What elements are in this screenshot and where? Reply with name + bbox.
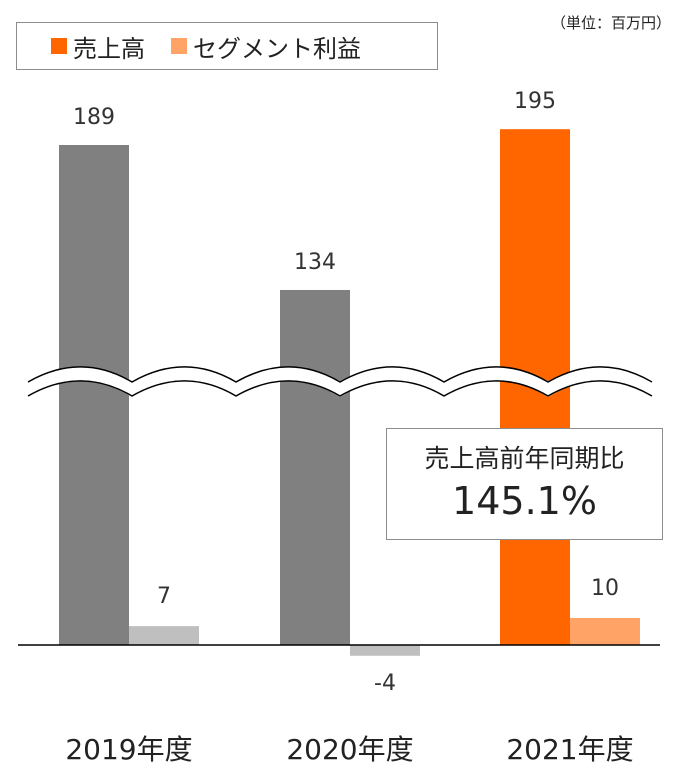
data-label-segment-profit-2: 10 bbox=[591, 576, 619, 601]
x-tick-label-0: 2019年度 bbox=[65, 733, 193, 766]
data-label-segment-profit-0: 7 bbox=[157, 584, 171, 610]
bar-sales-1 bbox=[280, 289, 350, 645]
legend-item-segment-profit: セグメント利益 bbox=[171, 29, 361, 64]
bar-sales-0 bbox=[59, 145, 129, 645]
axis-break-band bbox=[24, 367, 656, 398]
bar-segment-profit-2 bbox=[570, 618, 640, 645]
data-label-sales-1: 134 bbox=[294, 249, 336, 275]
data-label-sales-0: 189 bbox=[73, 105, 115, 130]
legend-label-segment-profit: セグメント利益 bbox=[193, 34, 361, 63]
legend-item-sales: 売上高 bbox=[51, 29, 145, 64]
bar-segment-profit-0 bbox=[129, 626, 199, 645]
bar-segment-profit-1 bbox=[350, 645, 420, 656]
yoy-callout-box: 売上高前年同期比 145.1% bbox=[386, 428, 663, 540]
data-label-segment-profit-1: -4 bbox=[374, 671, 396, 696]
x-tick-label-1: 2020年度 bbox=[286, 733, 414, 766]
unit-label: （単位：百万円） bbox=[550, 14, 671, 32]
chart-legend: 売上高 セグメント利益 bbox=[16, 22, 438, 70]
data-label-sales-2: 195 bbox=[514, 89, 556, 115]
callout-value: 145.1% bbox=[452, 479, 597, 523]
legend-swatch-sales bbox=[51, 38, 67, 54]
callout-title: 売上高前年同期比 bbox=[424, 444, 625, 473]
x-tick-label-2: 2021年度 bbox=[506, 733, 634, 766]
axis-break-line-1 bbox=[27, 380, 653, 397]
legend-swatch-segment-profit bbox=[171, 38, 187, 54]
legend-label-sales: 売上高 bbox=[73, 34, 145, 63]
axis-break-line-0 bbox=[27, 366, 653, 383]
